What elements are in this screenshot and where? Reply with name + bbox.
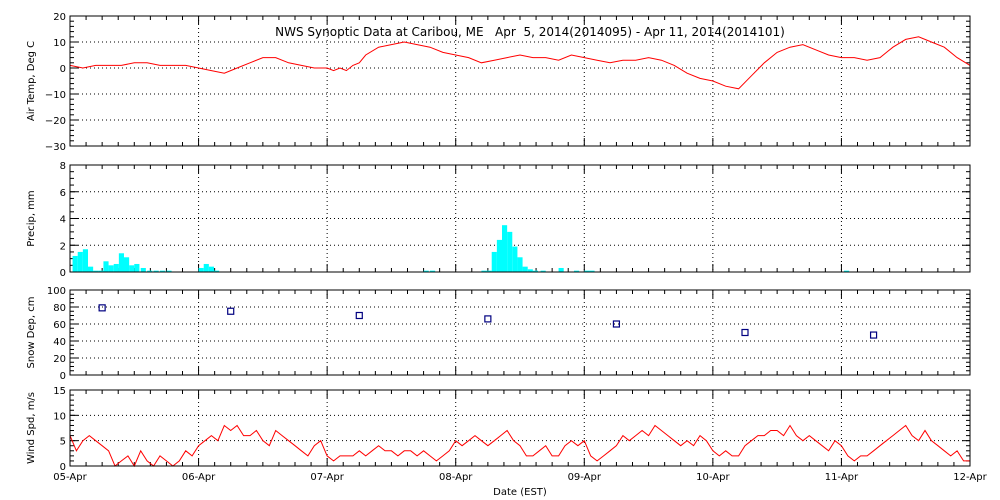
x-tick-label: 06-Apr [182,472,216,483]
snow-depth-marker [355,311,363,320]
precip-bar [496,239,502,272]
x-tick-label: 05-Apr [53,472,87,483]
x-axis: 05-Apr 06-Apr 07-Apr 08-Apr 09-Apr 10-Apr 11-A… [53,472,987,483]
y-tick-label: −30 [45,142,66,153]
y-axis-label: Air Temp, Deg C [26,41,37,121]
x-tick-label: 10-Apr [696,472,730,483]
precip-bar [430,270,436,272]
panel-frame [69,15,971,147]
panel-4: 15 10 5 0 Wind Spd, m/s [26,386,971,473]
precip-bar [532,270,538,272]
precip-bar [502,225,508,272]
y-tick-label: 10 [53,411,66,422]
precip-bar [214,270,220,272]
y-tick-label: 100 [47,286,66,297]
precip-bar [507,231,513,272]
panel-frame [69,164,971,273]
precip-bar [147,270,153,272]
precip-bar [423,270,429,272]
snow-depth-marker [741,328,749,337]
y-tick-label: 0 [60,64,66,75]
y-tick-label: 60 [53,320,66,331]
y-tick-label: 40 [53,337,66,348]
panel-2: 8 6 4 2 0 Precip, mm [26,161,971,279]
y-tick-label: 20 [53,354,66,365]
precip-bar [140,267,146,272]
x-tick-label: 12-Apr [953,472,987,483]
precip-bar [98,270,104,272]
panel-frame [69,389,971,467]
precip-bar [844,270,850,272]
y-tick-label: 10 [53,38,66,49]
precip-bar [129,265,135,272]
precip-bar [93,270,99,272]
x-tick-label: 11-Apr [825,472,859,483]
y-tick-label: 0 [60,268,66,279]
chart-title: NWS Synoptic Data at Caribou, ME Apr 5, … [275,25,785,39]
precip-bar [166,270,172,272]
precip-bar [88,266,94,272]
y-tick-label: 15 [53,386,66,397]
y-tick-label: 0 [60,371,66,382]
y-tick-label: 0 [60,462,66,473]
precip-bar [134,263,140,272]
panel-1: 20 10 0 −10 −20 −30 Air Temp, Deg C [26,12,971,153]
precip-bar [82,249,88,272]
y-tick-label: 2 [60,241,66,252]
precip-bar [540,270,546,272]
precip-bar [486,270,492,272]
precip-bar [77,251,83,272]
snow-depth-marker [869,331,878,339]
panel-3: 100 80 60 40 20 0 Snow Dep, cm [26,286,971,382]
y-axis-label: Snow Dep, cm [26,297,37,369]
precip-bar [203,263,209,272]
series-line [69,424,970,468]
precip-bar [124,257,130,272]
y-tick-label: −10 [45,90,66,101]
precip-bar [517,257,523,272]
y-tick-label: 80 [53,303,66,314]
snow-depth-marker [484,315,492,323]
y-tick-label: 4 [60,215,66,226]
x-tick-label: 07-Apr [310,472,344,483]
precip-bar [118,253,124,272]
precip-bar [527,269,533,272]
x-tick-label: 08-Apr [439,472,473,483]
precip-bar [160,270,166,272]
precip-bar [72,255,78,272]
snow-depth-marker [612,320,621,328]
precip-bar [491,251,497,272]
y-tick-label: 20 [53,12,66,23]
series-line [69,36,971,90]
x-tick-label: 09-Apr [568,472,602,483]
y-tick-label: 5 [60,437,66,448]
precip-bar [574,270,580,272]
panel-frame [69,289,971,376]
precip-bar [522,266,528,272]
precip-bar [558,267,564,272]
snow-depth-marker [227,307,235,315]
x-axis-label: Date (EST) [493,487,547,498]
y-tick-label: 8 [60,161,66,172]
precip-bar [153,270,159,272]
y-tick-label: −20 [45,116,66,127]
precip-bar [589,270,595,272]
precip-bar [108,265,114,272]
precip-bar [584,270,590,272]
y-axis-label: Wind Spd, m/s [26,392,37,464]
precip-bar [208,266,214,272]
snow-depth-marker [98,304,106,312]
precip-bar [103,261,109,272]
y-tick-label: 6 [60,188,66,199]
precip-bar [512,246,518,272]
precip-bar [481,270,487,272]
precip-bar [198,267,204,272]
y-axis-label: Precip, mm [26,190,37,246]
precip-bar [113,263,119,272]
